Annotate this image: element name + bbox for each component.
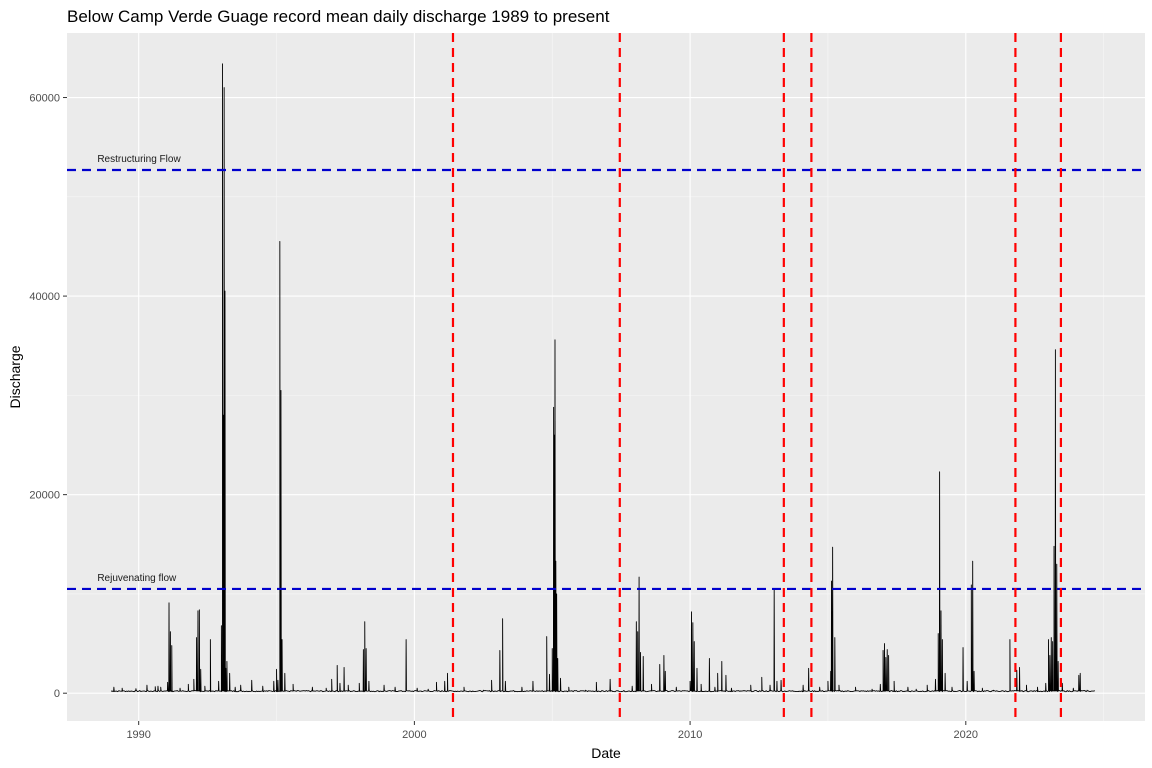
y-tick-label: 60000 [29, 93, 60, 105]
minor-gridlines [67, 33, 1145, 721]
reference-line-label: Rejuvenating flow [97, 573, 177, 584]
plot-panel [67, 33, 1145, 721]
y-tick-label: 40000 [29, 291, 60, 303]
x-tick-label: 2020 [954, 729, 978, 741]
y-tick-label: 0 [54, 688, 60, 700]
major-gridlines [67, 33, 1145, 721]
reference-labels: Restructuring Flow Rejuvenating flow [97, 154, 181, 584]
x-tick-label: 1990 [126, 729, 150, 741]
x-tick-label: 2000 [402, 729, 426, 741]
reference-lines [67, 33, 1145, 721]
axis-ticks [63, 97, 967, 725]
reference-line-label: Restructuring Flow [97, 154, 181, 165]
x-axis-title: Date [591, 745, 621, 761]
y-tick-labels: 0 20000 40000 60000 [29, 93, 60, 701]
x-tick-labels: 1990 2000 2010 2020 [126, 729, 978, 741]
y-axis-title: Discharge [7, 345, 23, 408]
chart-title: Below Camp Verde Guage record mean daily… [67, 7, 610, 26]
discharge-series-line [111, 63, 1095, 693]
y-tick-label: 20000 [29, 490, 60, 502]
x-tick-label: 2010 [678, 729, 702, 741]
series-layer [111, 63, 1095, 693]
